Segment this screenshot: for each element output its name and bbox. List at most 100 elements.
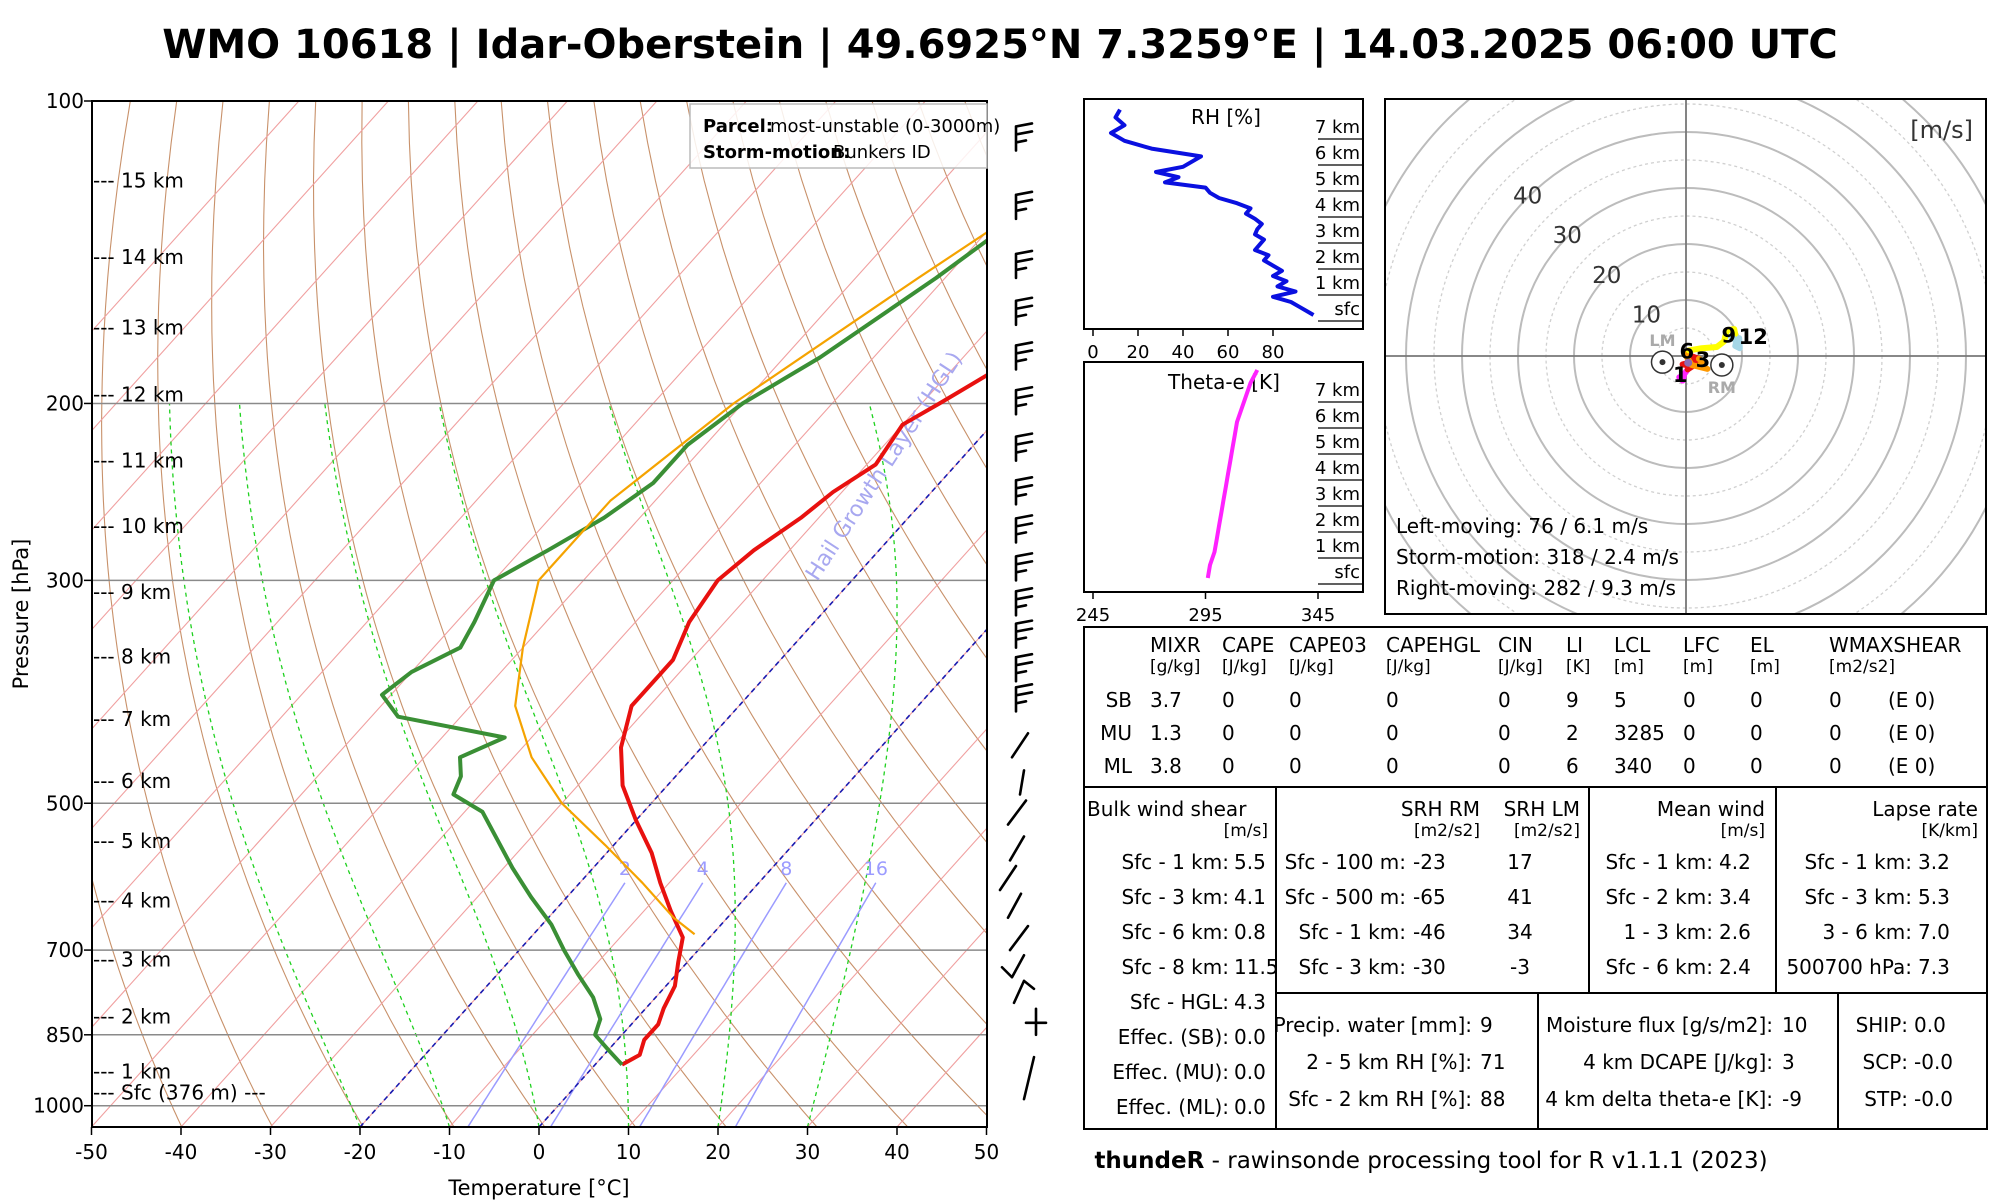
hodo-right-moving: Right-moving: 282 / 9.3 m/s: [1396, 576, 1676, 600]
mean-wind-label: Sfc - 2 km:: [1605, 885, 1713, 909]
thetae-profile: [1205, 369, 1260, 579]
parcel-key: Parcel:: [703, 116, 773, 137]
hodo-height-marker: 1: [1673, 363, 1688, 387]
isotherm: [359, 429, 987, 1127]
srh-lm-title: SRH LM: [1504, 797, 1580, 821]
hodo-storm-label: LM: [1649, 331, 1675, 350]
info-box: Parcel: most-unstable (0-3000m) Storm-mo…: [689, 103, 1000, 169]
mixing-ratio-label: 16: [864, 858, 888, 880]
table-col-header: LFC: [1683, 633, 1720, 657]
bulk-shear-unit: [m/s]: [1224, 821, 1268, 841]
rh-x-tick: 60: [1217, 342, 1240, 363]
isotherm: [270, 330, 987, 1127]
hodo-segment: [1685, 326, 1739, 354]
srh-rm-value: -65: [1413, 885, 1446, 909]
rh-height-label: 4 km: [1315, 195, 1360, 216]
wind-barb: [1014, 341, 1034, 371]
table-cell: 0: [1750, 754, 1763, 778]
mixing-ratio-label: 8: [780, 858, 792, 880]
srh-label: Sfc - 500 m:: [1285, 885, 1406, 909]
bulk-shear-label: Sfc - HGL:: [1130, 990, 1229, 1014]
srh-rm-value: -30: [1413, 955, 1446, 979]
table-col-header: CIN: [1498, 633, 1533, 657]
isotherm: [628, 727, 987, 1127]
wind-barbs: [998, 122, 1048, 1101]
y-tick-label: 1000: [33, 1094, 84, 1118]
table-cell: 0: [1289, 754, 1302, 778]
wind-barb: [1014, 683, 1034, 713]
table-col-header: EL: [1750, 633, 1775, 657]
table-cell: 3.7: [1150, 688, 1182, 712]
thetae-x-tick: 245: [1076, 605, 1110, 626]
table-cell: 5: [1614, 688, 1627, 712]
storm-key: Storm-motion:: [703, 142, 850, 163]
table-col-unit: [g/kg]: [1150, 657, 1200, 677]
lapse-value: 7.0: [1918, 920, 1950, 944]
moisture-value: -9: [1782, 1087, 1802, 1111]
dry-adiabat: [101, 101, 273, 1127]
bulk-shear-value: 0.8: [1234, 920, 1266, 944]
isotherm: [92, 101, 837, 929]
height-label: --- 13 km: [93, 315, 184, 339]
isotherm: [92, 101, 926, 1028]
isotherm: [92, 101, 389, 432]
thetae-panel: Theta-e [K] 245 295 345 7 km 6 km 5 km 4 km 3 k…: [1076, 361, 1364, 626]
table-cell: 1.3: [1150, 721, 1182, 745]
hodo-height-marker: 3: [1696, 348, 1711, 372]
composite-value: -0.0: [1914, 1050, 1953, 1074]
table-col-header: LI: [1566, 633, 1583, 657]
height-label: --- 4 km: [93, 889, 171, 913]
table-col-unit: [J/kg]: [1222, 657, 1267, 677]
hodo-left-moving: Left-moving: 76 / 6.1 m/s: [1396, 514, 1648, 538]
hgl-label: Hail Growth Layer (HGL): [801, 348, 968, 586]
mixing-ratio-line: [549, 882, 704, 1127]
moisture-value: 71: [1480, 1050, 1505, 1074]
bulk-shear-label: Effec. (MU):: [1112, 1060, 1229, 1084]
srh-lm-value: 41: [1507, 885, 1532, 909]
x-tick-label: -20: [344, 1140, 377, 1164]
footer-text: - rawinsonde processing tool for R v1.1.…: [1204, 1148, 1767, 1174]
mean-wind-label: Sfc - 1 km:: [1605, 850, 1713, 874]
srh-label: Sfc - 1 km:: [1298, 920, 1406, 944]
wind-barb: [1008, 835, 1026, 862]
mean-wind-value: 3.4: [1719, 885, 1751, 909]
hodo-mean-motion: [1684, 358, 1693, 367]
isotherm: [92, 101, 300, 332]
moisture-value: 10: [1782, 1013, 1807, 1037]
height-label: --- 14 km: [93, 245, 184, 269]
skewt-ylabel: Pressure [hPa]: [9, 539, 33, 690]
dry-adiabat: [262, 101, 546, 1127]
y-tick-label: 500: [46, 791, 84, 815]
table-cell: 3285: [1614, 721, 1665, 745]
wind-barb: [1014, 619, 1034, 649]
hodo-segment: [1727, 333, 1743, 352]
height-label: --- 10 km: [93, 514, 184, 538]
wind-barb: [1008, 924, 1030, 952]
table-cell: 0: [1386, 754, 1399, 778]
height-label: --- 11 km: [93, 449, 184, 473]
skewt-frame: [91, 100, 988, 1128]
wind-barb: [1006, 892, 1023, 920]
parameter-table: MIXR[g/kg]CAPE[J/kg]CAPE03[J/kg]CAPEHGL[…: [1083, 626, 1988, 1130]
table-cell: (E 0): [1888, 688, 1935, 712]
wind-barb: [1014, 190, 1034, 221]
storm-value: Bunkers ID: [833, 142, 931, 163]
wind-barb: [1014, 552, 1034, 582]
hodo-ring-label: 40: [1513, 184, 1542, 210]
hodo-storm-label: RM: [1708, 378, 1736, 397]
bulk-shear-value: 4.3: [1234, 990, 1266, 1014]
table-row-label: ML: [1104, 754, 1133, 778]
height-label: --- 9 km: [93, 580, 171, 604]
isotherm: [180, 230, 987, 1127]
table-cell: 9: [1566, 688, 1579, 712]
moisture-value: 9: [1480, 1013, 1493, 1037]
x-tick-label: -30: [254, 1140, 287, 1164]
moisture-label: Moisture flux [g/s/m2]:: [1546, 1013, 1773, 1037]
rh-height-label: 1 km: [1315, 273, 1360, 294]
moisture-value: 88: [1480, 1087, 1505, 1111]
moist-adiabat: [806, 403, 898, 1127]
bulk-shear-value: 5.5: [1234, 850, 1266, 874]
parcel-value: most-unstable (0-3000m): [770, 116, 1000, 137]
lapse-unit: [K/km]: [1921, 821, 1978, 841]
table-cell: 0: [1498, 721, 1511, 745]
